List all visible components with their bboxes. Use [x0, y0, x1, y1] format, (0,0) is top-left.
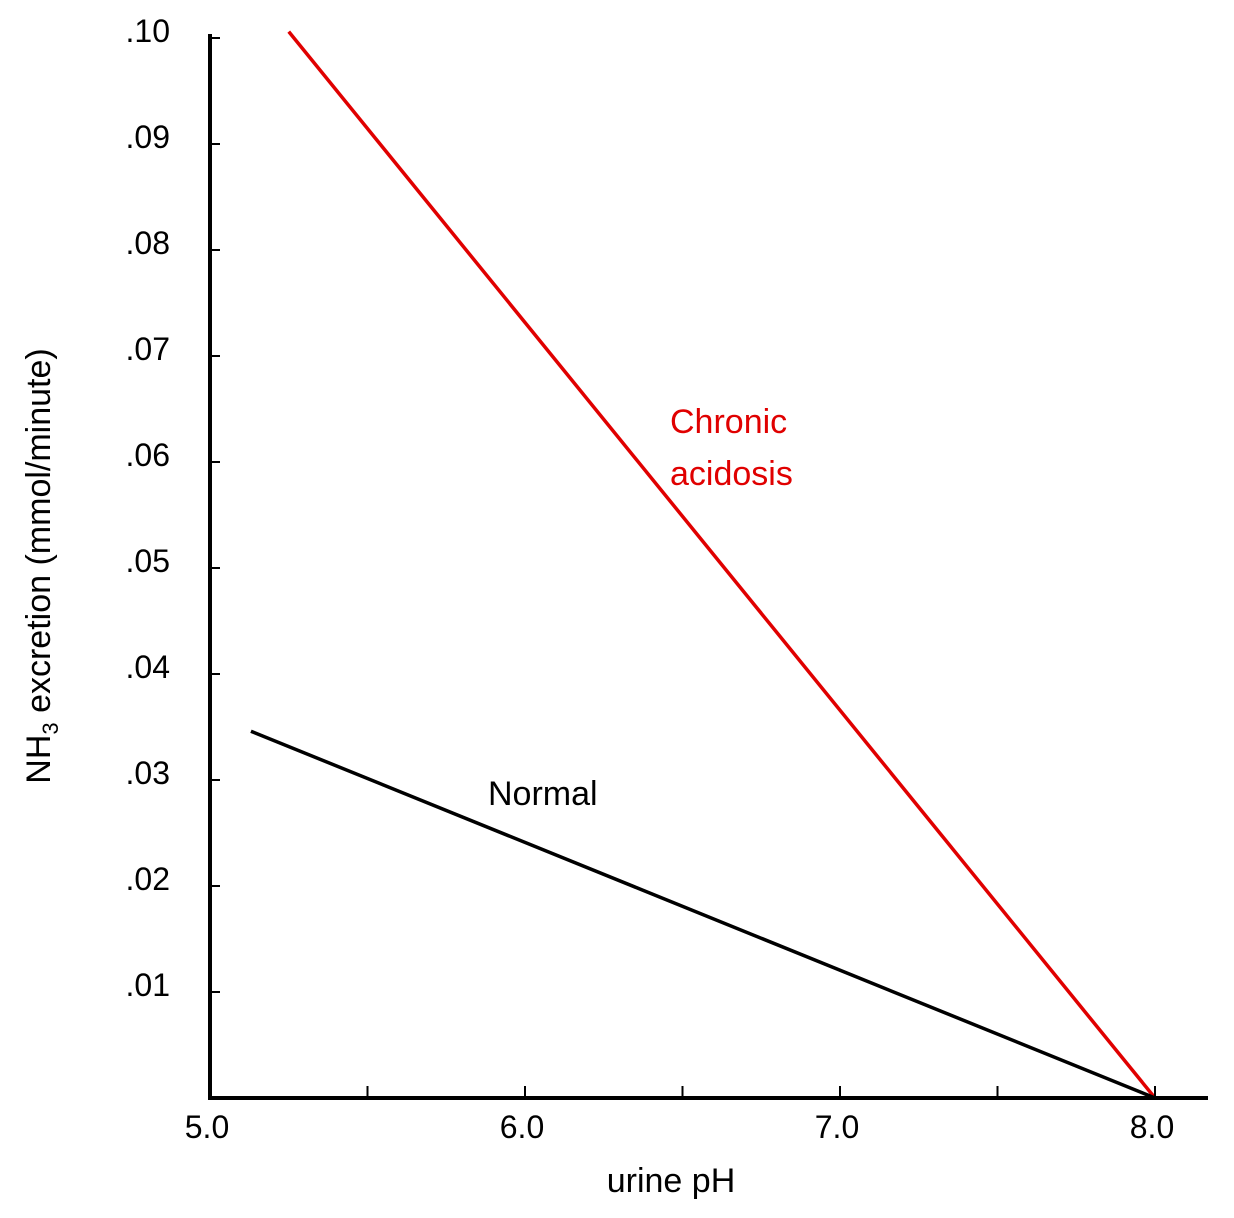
series-label-chronic-acidosis: acidosis	[670, 455, 793, 493]
x-tick-label: 5.0	[185, 1109, 229, 1145]
y-tick-label: .01	[126, 967, 170, 1003]
y-axis-title-suffix: excretion (mmol/minute)	[20, 348, 58, 722]
x-tick-label: 8.0	[1130, 1109, 1174, 1145]
plot-lines	[250, 30, 1157, 1100]
x-tick-label: 6.0	[500, 1109, 544, 1145]
y-tick-label: .05	[126, 543, 170, 579]
series-label-normal: Normal	[488, 775, 598, 813]
y-axis-title-subscript: 3	[38, 722, 63, 734]
y-tick-label: .04	[126, 649, 170, 685]
series-labels: Chronic acidosis Normal	[488, 403, 793, 813]
y-tick-label: .06	[126, 437, 170, 473]
y-axis-title-prefix: NH	[20, 735, 58, 784]
series-line-normal	[250, 729, 1156, 1100]
y-tick-label: .03	[126, 755, 170, 791]
y-tick-label: .07	[126, 331, 170, 367]
series-line-chronic-acidosis	[287, 30, 1157, 1100]
x-axis-title: urine pH	[607, 1162, 736, 1200]
y-tick-label: .10	[126, 13, 170, 49]
y-ticks: .01 .02 .03 .04 .05 .06 .07 .08 .09 .10	[126, 13, 220, 1003]
x-tick-label: 7.0	[815, 1109, 859, 1145]
axes	[208, 34, 1208, 1100]
x-ticks: 5.0 6.0 7.0 8.0	[185, 1086, 1174, 1145]
y-tick-label: .02	[126, 861, 170, 897]
y-axis-title: NH3 excretion (mmol/minute)	[20, 348, 63, 783]
y-tick-label: .09	[126, 119, 170, 155]
series-label-chronic-acidosis: Chronic	[670, 403, 787, 441]
y-tick-label: .08	[126, 225, 170, 261]
